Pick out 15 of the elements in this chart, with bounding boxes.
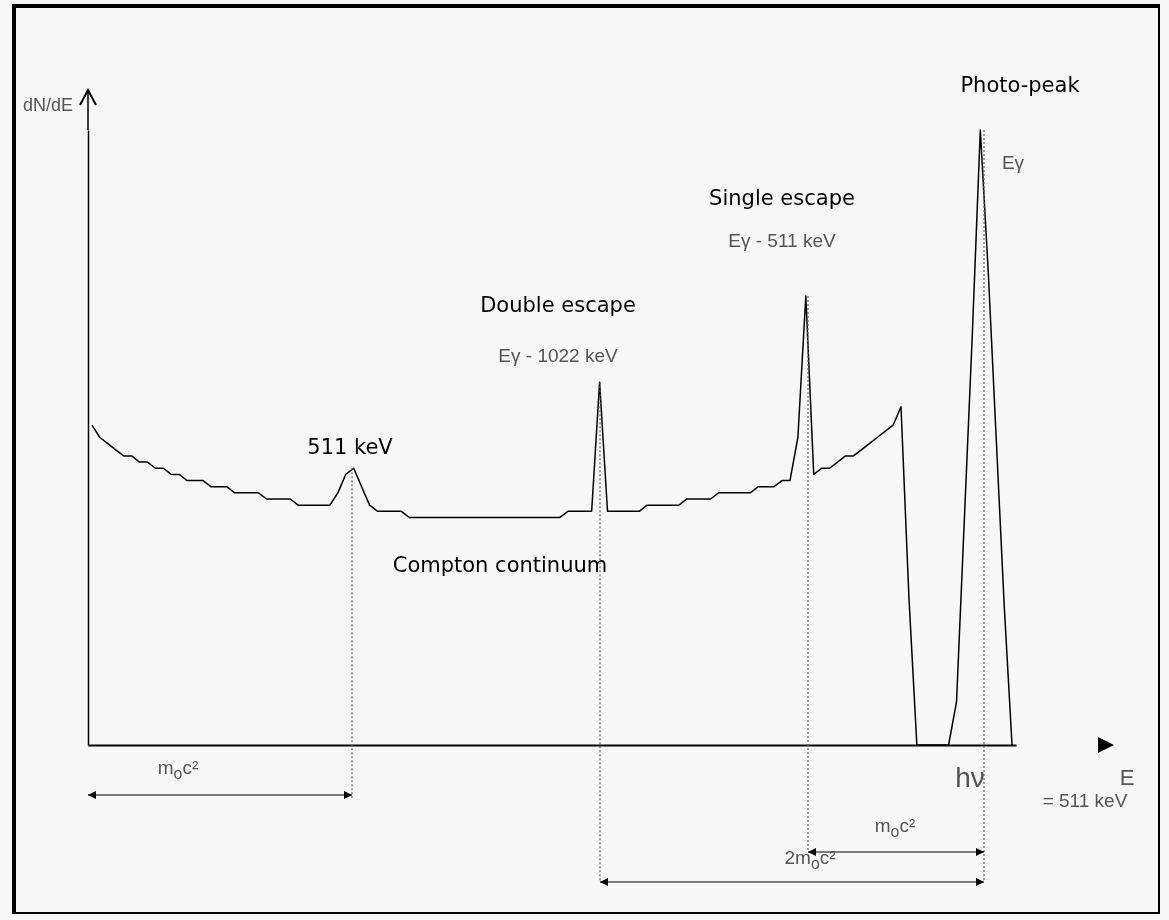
- y-axis-title: dN/dE: [22, 95, 74, 115]
- text: = 511 keV: [1042, 789, 1128, 811]
- text: Photo-peak: [960, 72, 1080, 97]
- annotation: 511 keV: [307, 434, 393, 459]
- annotation: Eγ: [1001, 151, 1025, 173]
- annotation: Single escape: [709, 185, 855, 210]
- annotation: Eγ - 511 keV: [728, 229, 836, 251]
- annotation: Eγ - 1022 keV: [498, 344, 618, 366]
- text: m$_{o}$c²: [157, 757, 199, 782]
- text: m$_{o}$c²: [874, 815, 916, 840]
- annotation: Compton continuum: [392, 552, 608, 577]
- annotation: Double escape: [480, 292, 636, 317]
- x-axis-title: E: [1119, 765, 1135, 790]
- text: 2m$_{o}$c²: [784, 847, 836, 872]
- text: hν: [955, 762, 985, 793]
